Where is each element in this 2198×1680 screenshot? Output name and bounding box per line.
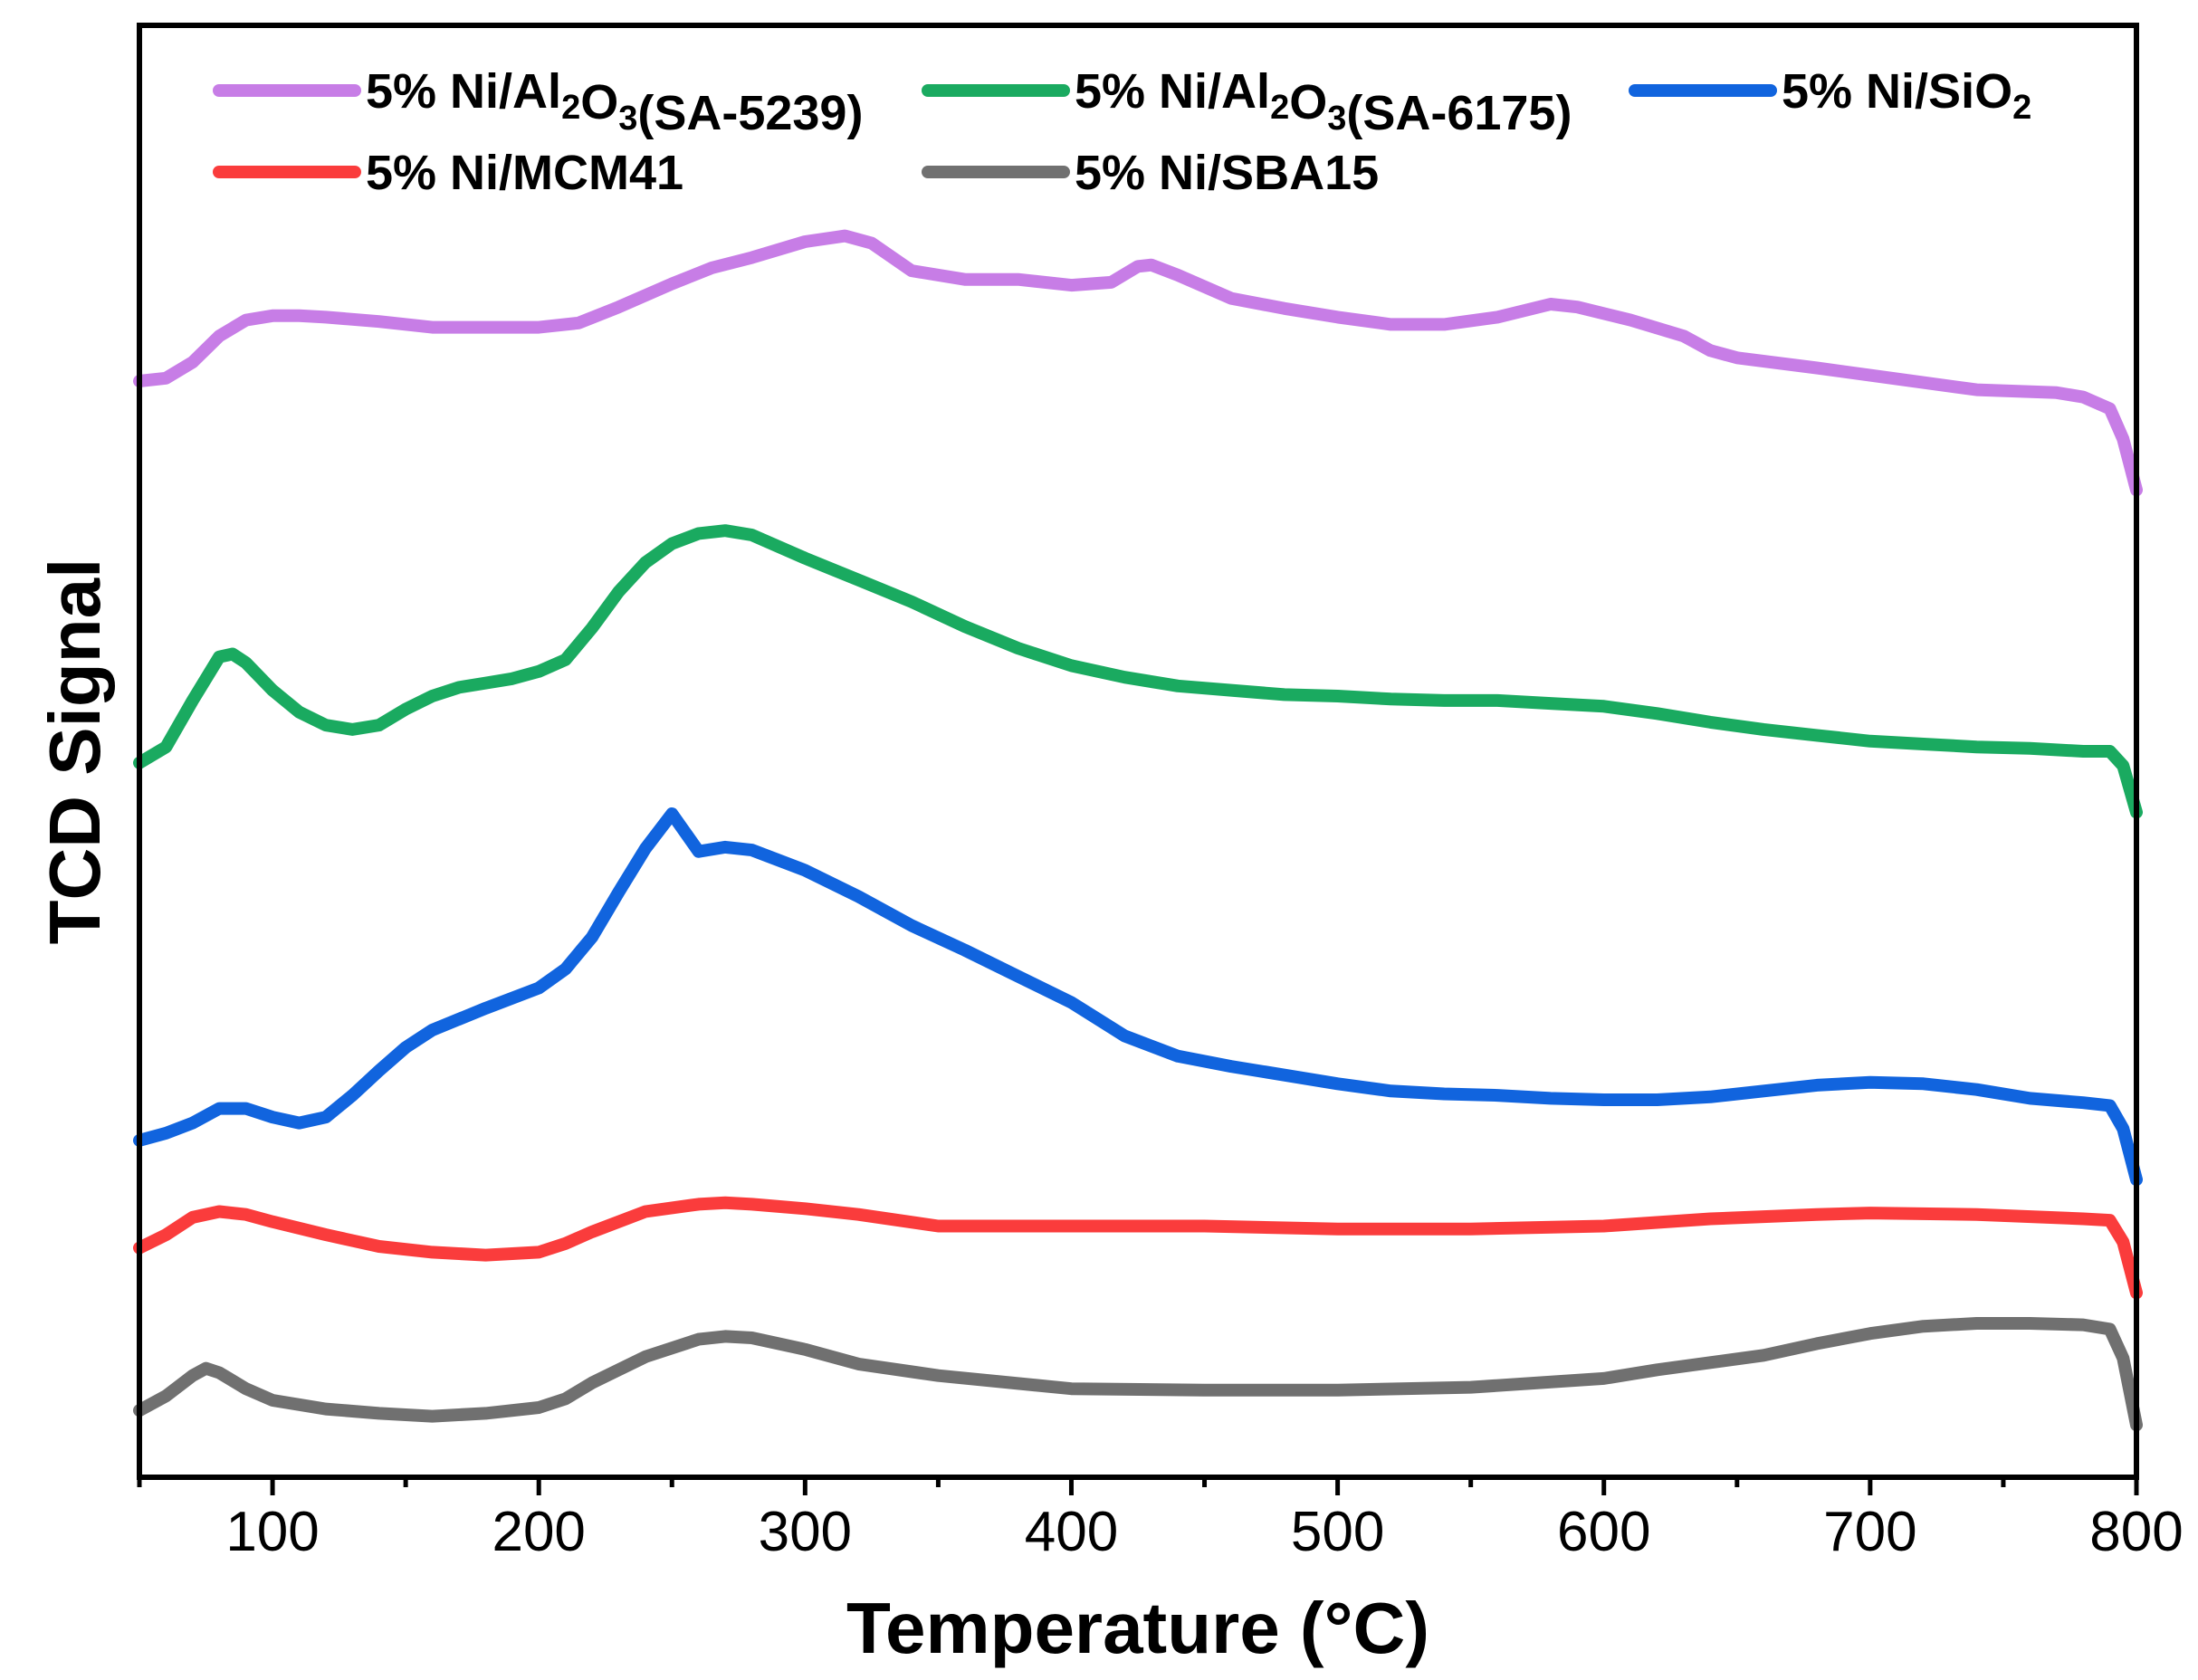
x-tick-label: 800: [2089, 1501, 2183, 1563]
x-tick-label: 400: [1025, 1501, 1118, 1563]
x-tick-label: 700: [1823, 1501, 1916, 1563]
x-tick-label: 600: [1557, 1501, 1650, 1563]
legend-entry-3: 5% Ni/SiO2: [1629, 64, 2031, 127]
x-tick-label: 500: [1291, 1501, 1384, 1563]
plot-frame: [137, 23, 2139, 1480]
legend-entry-4: 5% Ni/MCM41: [213, 146, 683, 200]
x-ticks: 100 200 300 400 500 600 700 800: [137, 1477, 2184, 1563]
legend-label: 5% Ni/SiO2: [1782, 64, 2031, 127]
legend: 5% Ni/Al2O3(SA-5239) 5% Ni/Al2O3(SA-6175)…: [213, 64, 2031, 200]
x-tick-label: 100: [225, 1501, 319, 1563]
legend-label: 5% Ni/SBA15: [1075, 146, 1379, 200]
x-tick-label: 200: [492, 1501, 585, 1563]
series-line-4: [133, 1196, 2143, 1300]
x-axis-title: Temperature (°C): [846, 1588, 1429, 1668]
series-line-5: [133, 1317, 2143, 1432]
series-line-2: [133, 524, 2143, 819]
series-layer: [133, 229, 2143, 1432]
legend-entry-5: 5% Ni/SBA15: [922, 146, 1379, 200]
series-line-3: [133, 807, 2143, 1187]
legend-entry-1: 5% Ni/Al2O3(SA-5239): [213, 64, 863, 140]
y-axis-title: TCD Signal: [34, 558, 115, 945]
legend-label: 5% Ni/Al2O3(SA-6175): [1075, 64, 1572, 140]
legend-label: 5% Ni/MCM41: [366, 146, 683, 200]
legend-entry-2: 5% Ni/Al2O3(SA-6175): [922, 64, 1572, 140]
series-line-1: [133, 229, 2143, 497]
legend-label: 5% Ni/Al2O3(SA-5239): [366, 64, 863, 140]
x-tick-label: 300: [759, 1501, 852, 1563]
